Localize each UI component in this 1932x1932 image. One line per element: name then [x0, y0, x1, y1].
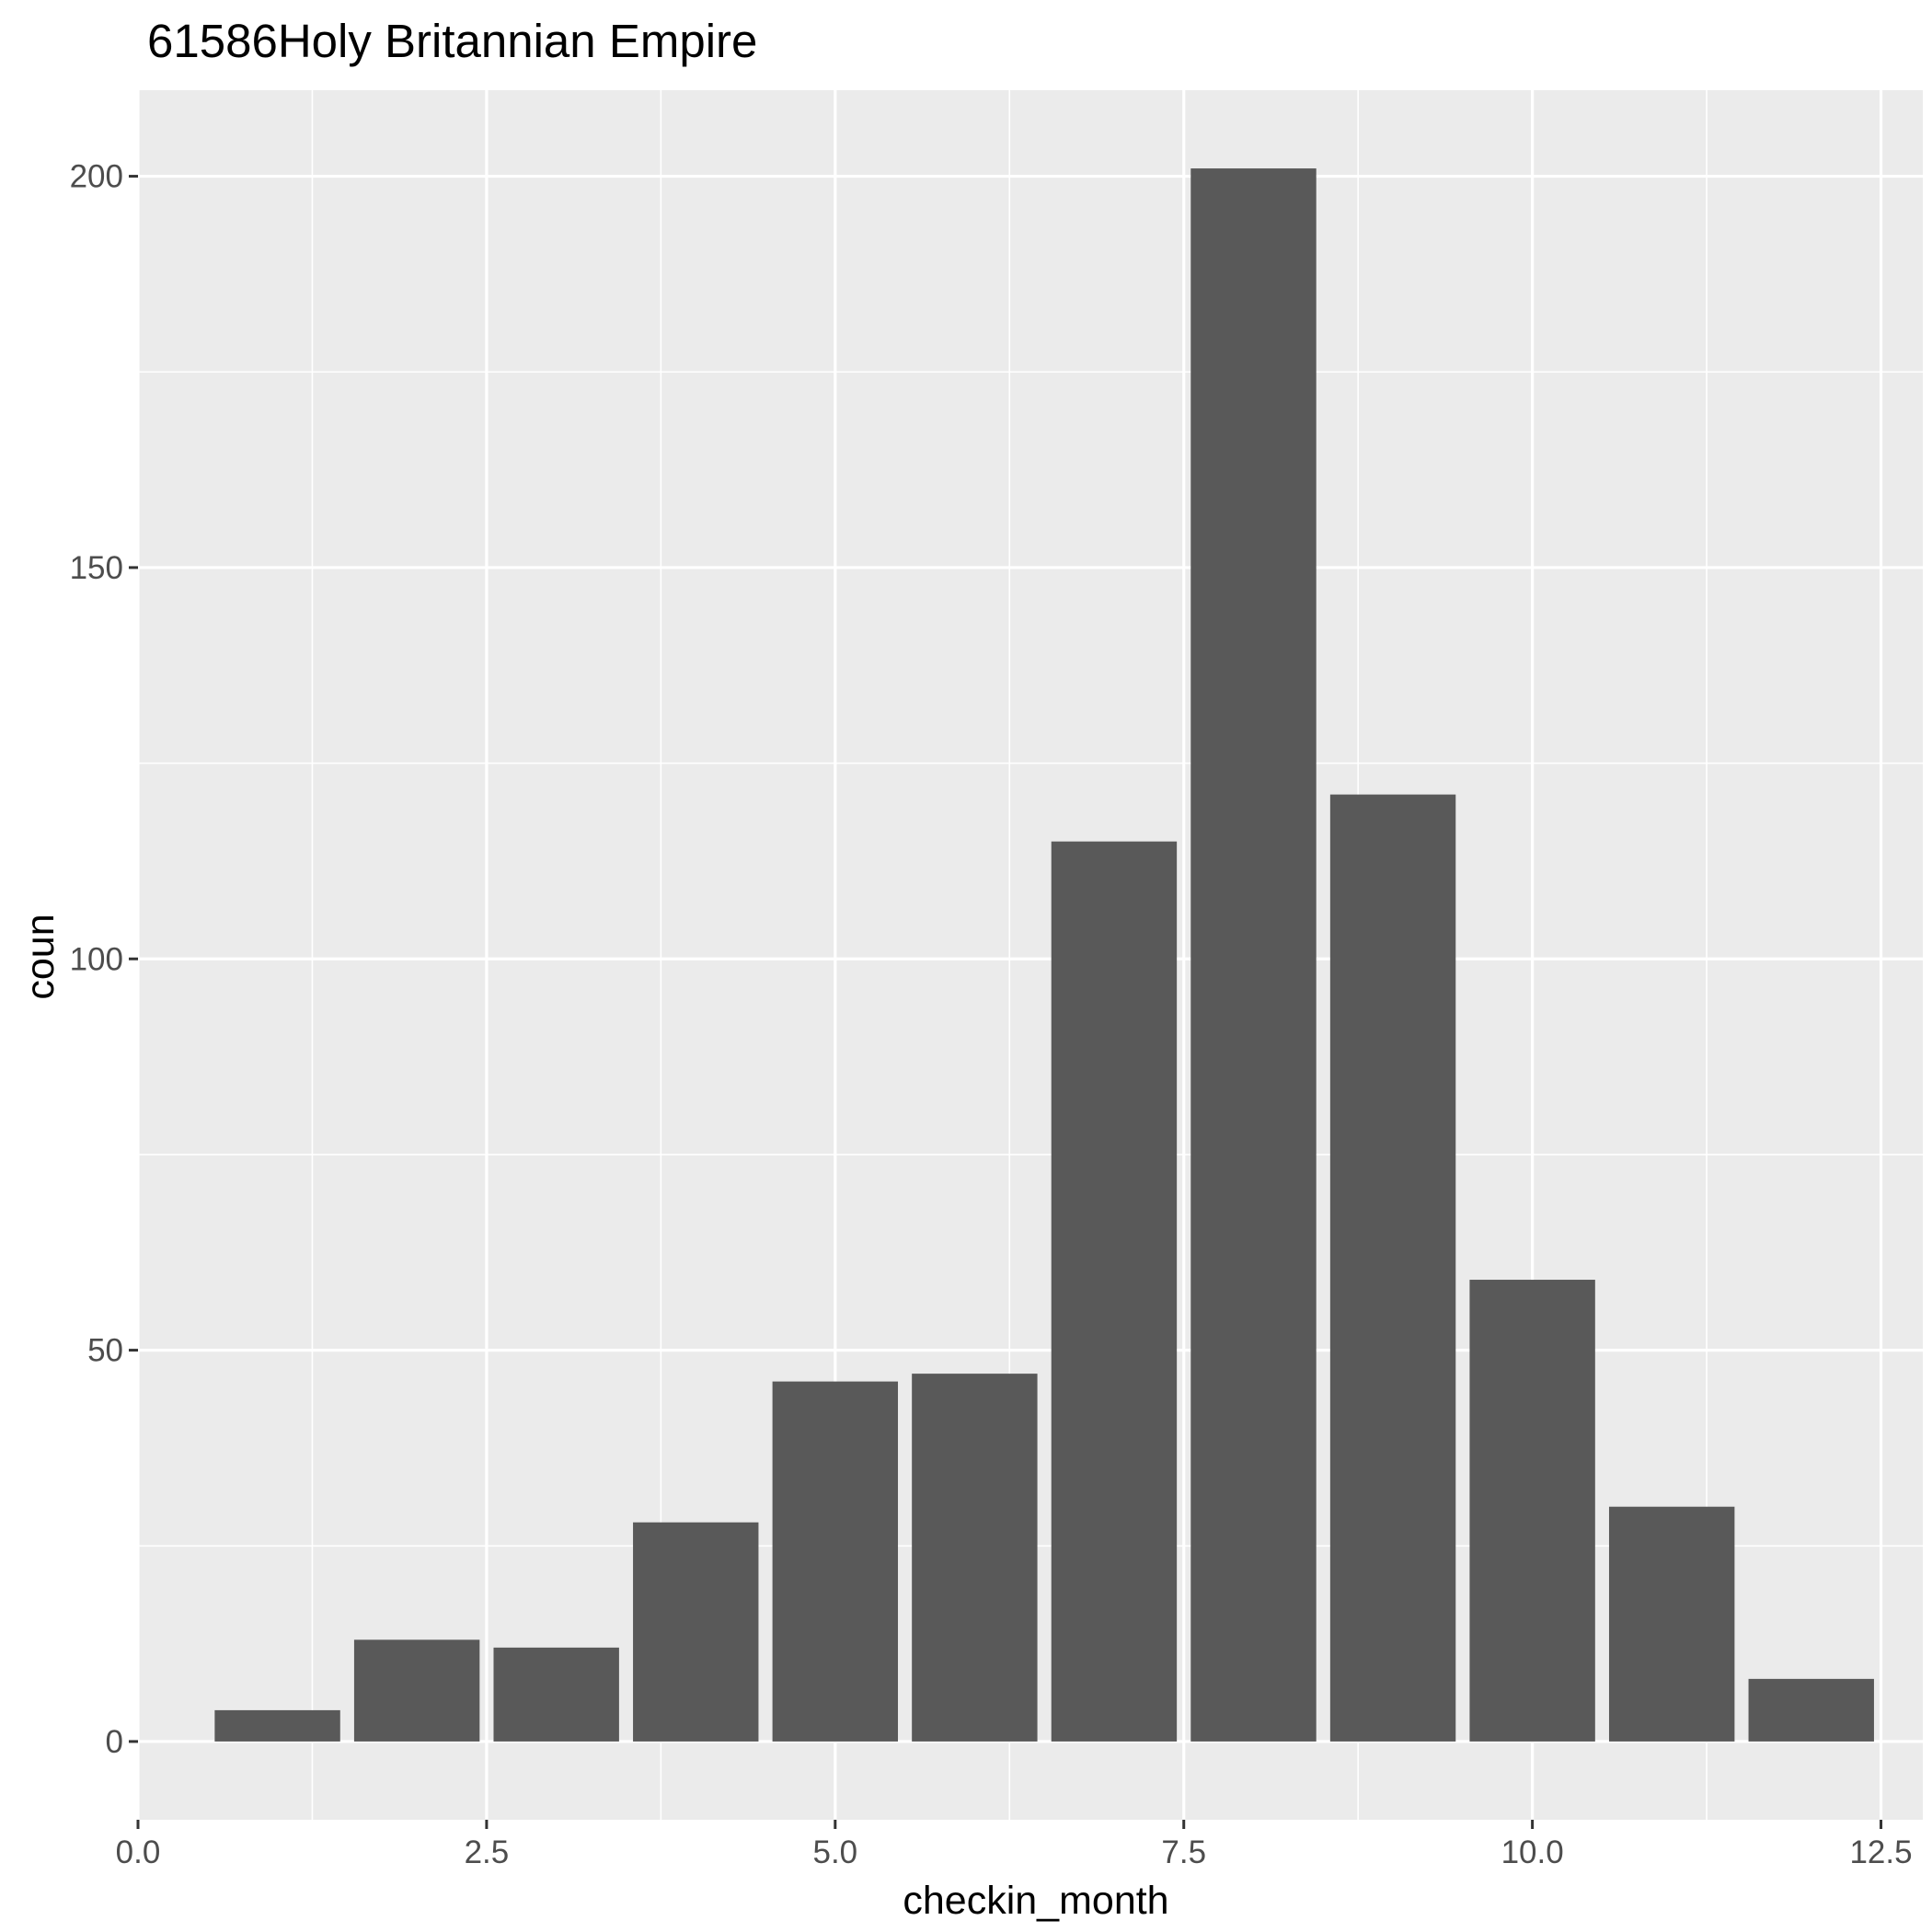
bar-month-1	[214, 1709, 340, 1742]
x-tick-label: 7.5	[1161, 1834, 1206, 1870]
bar-month-9	[1329, 794, 1456, 1742]
bar-month-2	[353, 1639, 480, 1742]
x-tick-label: 12.5	[1849, 1834, 1912, 1870]
x-tick-label: 10.0	[1501, 1834, 1564, 1870]
bar-month-11	[1608, 1506, 1735, 1742]
bar-month-3	[493, 1647, 619, 1742]
bar-month-12	[1748, 1678, 1874, 1742]
y-tick-label: 150	[70, 550, 123, 586]
y-tick-label: 200	[70, 159, 123, 195]
x-tick-label: 5.0	[812, 1834, 857, 1870]
bar-month-6	[912, 1374, 1038, 1742]
chart-title: 61586Holy Britannian Empire	[147, 15, 757, 67]
y-axis-title: coun	[18, 914, 63, 999]
bar-month-5	[772, 1381, 899, 1742]
x-axis-title: checkin_month	[903, 1879, 1168, 1923]
y-tick-label: 50	[87, 1333, 123, 1369]
y-tick-label: 0	[106, 1724, 123, 1760]
x-axis: 0.0 2.5 5.0 7.5 10.0 12.5	[116, 1820, 1913, 1870]
bar-month-10	[1469, 1280, 1595, 1742]
bar-month-4	[633, 1522, 759, 1742]
bars	[214, 168, 1874, 1742]
x-tick-label: 0.0	[116, 1834, 161, 1870]
x-tick-label: 2.5	[465, 1834, 510, 1870]
y-tick-label: 100	[70, 941, 123, 977]
bar-month-7	[1051, 841, 1178, 1742]
bar-month-8	[1190, 168, 1317, 1742]
y-axis: 0 50 100 150 200	[70, 159, 138, 1760]
